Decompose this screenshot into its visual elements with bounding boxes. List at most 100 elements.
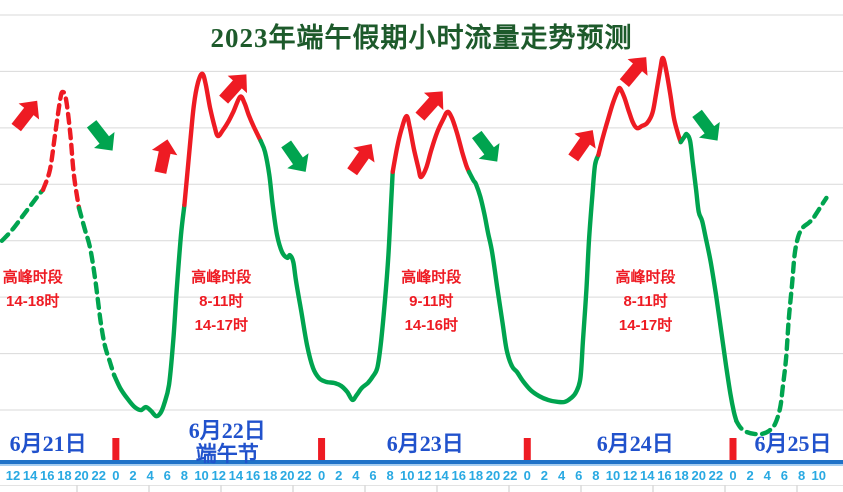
peak-period-time: 14-18时 (6, 293, 60, 310)
hour-tick-label: 0 (112, 468, 120, 483)
midnight-tick (523, 438, 531, 460)
peak-period-time: 9-11时 (409, 293, 454, 310)
hour-tick-label: 18 (674, 468, 689, 483)
curve-segment-rise-solid (390, 109, 472, 180)
date-label-text: 6月24日 (596, 431, 674, 456)
hour-tick-label: 0 (317, 468, 326, 483)
curve-segment-rise-dashed (40, 89, 82, 211)
hour-tick-label: 18 (57, 468, 72, 483)
hour-tick-label: 22 (708, 468, 724, 483)
midnight-tick (729, 438, 737, 460)
date-label-text: 6月21日 (9, 431, 87, 456)
date-label-text: 6月22日 (188, 418, 266, 443)
date-label: 6月21日 (10, 433, 87, 455)
hour-tick-label: 10 (400, 468, 415, 483)
rise-arrow-icon (219, 74, 248, 104)
hour-tick-label: 8 (592, 468, 600, 483)
hour-tick-label: 10 (194, 468, 209, 483)
hour-tick-label: 10 (605, 468, 621, 483)
hour-tick-label: 14 (22, 468, 38, 483)
hour-tick-label: 10 (811, 468, 826, 483)
hour-tick-label: 2 (335, 468, 343, 483)
curve-segment-fall-solid (111, 202, 187, 419)
hour-tick-label: 16 (657, 468, 672, 483)
hour-tick-label: 12 (211, 468, 226, 483)
peak-period-time: 8-11时 (199, 293, 244, 310)
fall-arrow-icon (86, 120, 115, 151)
peak-period-heading: 高峰时段 (615, 269, 676, 286)
curve-segment-fall-solid (466, 152, 601, 405)
curve-segment-fall-dashed (76, 205, 117, 378)
hour-tick-label: 16 (245, 468, 261, 483)
hour-tick-label: 12 (5, 468, 21, 483)
peak-period-heading: 高峰时段 (401, 269, 462, 286)
hour-tick-label: 18 (262, 468, 278, 483)
curve-segment-fall-solid (678, 131, 739, 424)
date-label: 6月22日 端午节 (189, 420, 266, 465)
date-axis-line (0, 460, 843, 464)
chart-title: 2023年端午假期小时流量走势预测 (210, 23, 633, 53)
peak-period-label: 高峰时段 8-11时 14-17时 (191, 266, 251, 338)
hour-tick-label: 6 (575, 468, 583, 483)
rise-arrow-icon (619, 57, 648, 87)
hour-tick-label: 2 (540, 468, 549, 483)
date-label-text: 6月23日 (386, 431, 464, 456)
hour-tick-label: 8 (797, 468, 806, 483)
hour-tick-label: 18 (468, 468, 484, 483)
hour-tick-label: 20 (280, 468, 295, 483)
peak-period-heading: 高峰时段 (191, 269, 252, 286)
date-label-text: 6月25日 (754, 431, 832, 456)
peak-period-label: 高峰时段 14-18时 (3, 266, 63, 314)
hour-tick-label: 16 (451, 468, 466, 483)
peak-period-time: 8-11时 (623, 293, 668, 310)
fall-arrow-icon (692, 109, 720, 141)
peak-period-label: 高峰时段 8-11时 14-17时 (616, 266, 676, 338)
peak-period-time: 14-16时 (404, 317, 458, 334)
fall-arrow-icon (281, 140, 309, 172)
curve-segment-rise-solid (596, 55, 683, 158)
hour-tick-label: 4 (146, 468, 154, 483)
rise-arrow-icon (347, 143, 375, 176)
hour-tick-label: 4 (763, 468, 771, 483)
hour-tick-label: 6 (369, 468, 377, 483)
curve-segment-rise-solid (182, 71, 263, 208)
hour-tick-label: 14 (228, 468, 244, 483)
curve-segment-fall-dashed (734, 195, 829, 437)
midnight-tick (318, 438, 326, 460)
peak-period-time: 14-17时 (194, 317, 248, 334)
date-label: 6月25日 (754, 433, 831, 455)
hour-tick-label: 12 (417, 468, 432, 483)
fall-arrow-icon (471, 130, 500, 162)
hour-tick-label: 2 (129, 468, 137, 483)
hour-tick-label: 8 (386, 468, 394, 483)
hour-tick-label: 16 (40, 468, 55, 483)
hour-tick-label: 22 (502, 468, 518, 483)
hour-tick-label: 0 (729, 468, 737, 483)
date-axis-line-highlight (0, 464, 843, 466)
hour-tick-label: 4 (557, 468, 566, 483)
rise-arrow-icon (151, 139, 178, 174)
rise-arrow-icon (568, 130, 596, 162)
hour-tick-label: 4 (352, 468, 360, 483)
peak-period-heading: 高峰时段 (2, 269, 63, 286)
hour-tick-label: 20 (691, 468, 706, 483)
hour-tick-label: 20 (485, 468, 501, 483)
curve-segment-fall-dashed (0, 187, 46, 243)
rise-arrow-icon (415, 91, 444, 121)
hour-tick-label: 6 (780, 468, 789, 483)
hour-tick-label: 8 (180, 468, 189, 483)
peak-period-label: 高峰时段 9-11时 14-16时 (401, 266, 461, 338)
festival-label: 端午节 (195, 442, 259, 466)
midnight-tick (112, 438, 120, 460)
hour-tick-label: 6 (163, 468, 171, 483)
hour-tick-label: 14 (640, 468, 655, 483)
peak-period-time: 14-17时 (618, 317, 673, 334)
hour-tick-label: 2 (746, 468, 754, 483)
hour-tick-label: 12 (622, 468, 638, 483)
date-label: 6月24日 (597, 433, 674, 455)
hour-tick-label: 22 (91, 468, 106, 483)
hour-tick-label: 22 (297, 468, 312, 483)
curve-segment-fall-solid (258, 138, 395, 403)
